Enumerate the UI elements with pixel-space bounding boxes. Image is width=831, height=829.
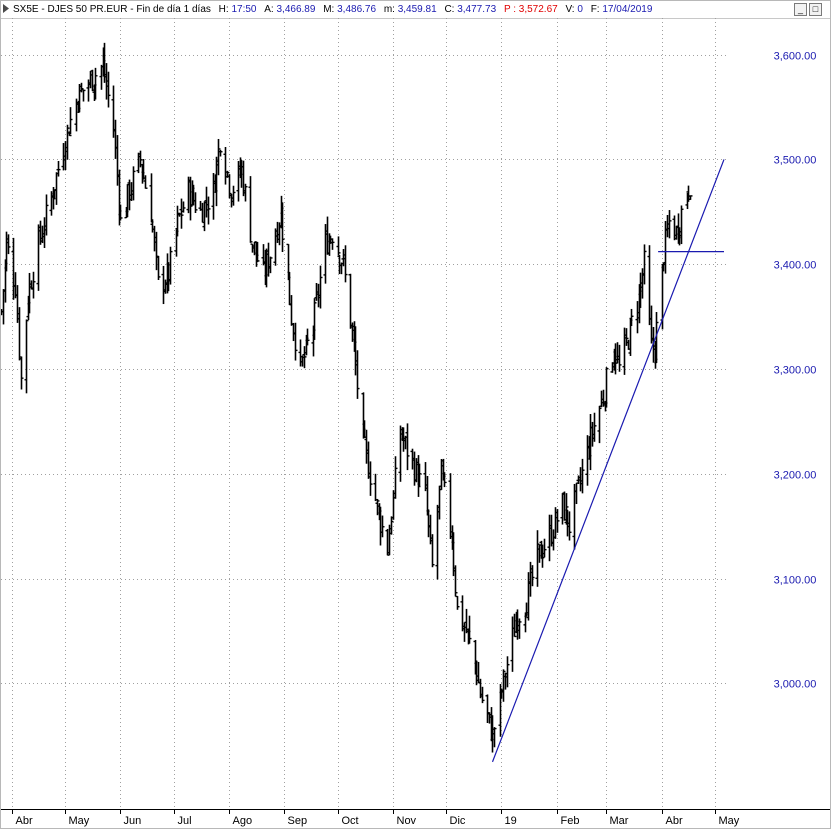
x-tick-label: Nov bbox=[397, 815, 417, 827]
y-axis-labels: 3,000.00 3,100.00 3,200.00 3,300.00 3,400.00… bbox=[774, 51, 817, 691]
x-tick-label: Sep bbox=[288, 815, 308, 827]
x-tick-label: Oct bbox=[342, 815, 359, 827]
instrument-name: DJES 50 PR.EUR bbox=[47, 4, 128, 15]
low-label: m: bbox=[383, 4, 395, 15]
x-tick-label: May bbox=[69, 815, 90, 827]
low-value: 3,459.81 bbox=[397, 4, 437, 15]
y-tick-label: 3,500.00 bbox=[774, 155, 817, 167]
y-tick-label: 3,400.00 bbox=[774, 260, 817, 272]
y-tick-label: 3,300.00 bbox=[774, 365, 817, 377]
interval-label: Fin de día 1 días bbox=[136, 4, 211, 15]
x-tick-label: Feb bbox=[561, 815, 580, 827]
symbol-label: SX5E bbox=[13, 4, 39, 15]
trendline bbox=[491, 159, 725, 763]
x-tick-label: Jul bbox=[178, 815, 192, 827]
chart-title-bar: SX5E - DJES 50 PR.EUR - Fin de día 1 día… bbox=[1, 1, 830, 19]
high-label: M: bbox=[323, 4, 335, 15]
price-bars bbox=[1, 42, 693, 753]
x-tick-label: May bbox=[719, 815, 740, 827]
high-value: 3,486.76 bbox=[337, 4, 377, 15]
volume-label: V: bbox=[565, 4, 575, 15]
date-label: F: bbox=[590, 4, 600, 15]
close-label: C: bbox=[444, 4, 455, 15]
x-tick-label: Ago bbox=[233, 815, 253, 827]
y-tick-label: 3,000.00 bbox=[774, 679, 817, 691]
drawn-lines bbox=[491, 159, 725, 763]
close-value: 3,477.73 bbox=[457, 4, 497, 15]
x-tick-label: Abr bbox=[16, 815, 33, 827]
y-tick-label: 3,200.00 bbox=[774, 470, 817, 482]
y-tick-label: 3,100.00 bbox=[774, 575, 817, 587]
x-tick-label: Mar bbox=[610, 815, 629, 827]
chart-grid bbox=[1, 18, 830, 814]
date-value: 17/04/2019 bbox=[602, 4, 653, 15]
cursor-price-value: 3,572.67 bbox=[518, 4, 558, 15]
minimize-button[interactable]: _ bbox=[794, 3, 807, 16]
cursor-price-label: P : bbox=[503, 4, 516, 15]
volume-value: 0 bbox=[577, 4, 583, 15]
x-tick-label: 19 bbox=[505, 815, 517, 827]
time-value: 17:50 bbox=[231, 4, 257, 15]
x-tick-label: Jun bbox=[124, 815, 142, 827]
open-value: 3,466.89 bbox=[276, 4, 316, 15]
price-chart[interactable]: 3,000.00 3,100.00 3,200.00 3,300.00 3,400.00… bbox=[1, 18, 830, 828]
x-axis-labels: MarAbrMayJunJulAgoSepOctNovDic19FebMarAb… bbox=[16, 815, 740, 827]
maximize-button[interactable]: □ bbox=[809, 3, 822, 16]
open-label: A: bbox=[264, 4, 274, 15]
time-label: H: bbox=[218, 4, 229, 15]
y-tick-label: 3,600.00 bbox=[774, 51, 817, 63]
x-tick-label: Abr bbox=[666, 815, 683, 827]
x-tick-label: Dic bbox=[450, 815, 466, 827]
chart-menu-icon[interactable] bbox=[3, 4, 9, 13]
